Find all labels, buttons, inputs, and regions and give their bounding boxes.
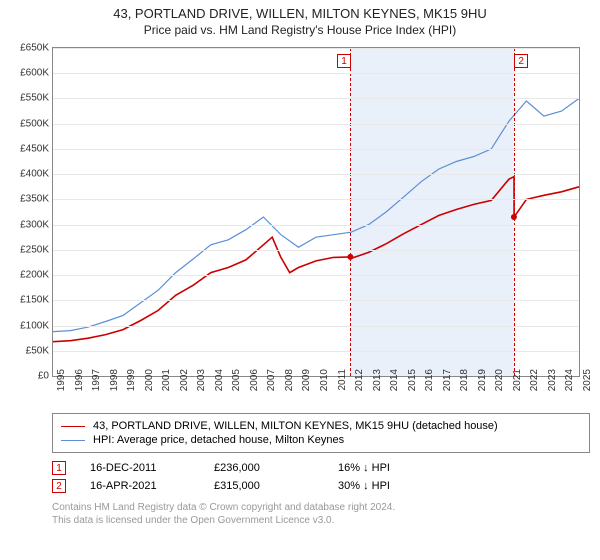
y-tick-label: £350K (7, 194, 49, 205)
event-line-1 (350, 48, 351, 376)
x-tick-label: 2022 (529, 369, 540, 391)
gridline (53, 225, 579, 226)
x-tick-label: 2003 (196, 369, 207, 391)
x-tick-label: 1995 (56, 369, 67, 391)
chart: £0 £50K £100K £150K £200K £250K £300K £350K £400… (10, 45, 590, 407)
key-date: 16-APR-2021 (90, 480, 190, 492)
gridline (53, 250, 579, 251)
legend-row: 43, PORTLAND DRIVE, WILLEN, MILTON KEYNE… (61, 420, 581, 432)
title-block: 43, PORTLAND DRIVE, WILLEN, MILTON KEYNE… (0, 0, 600, 37)
x-tick-label: 2005 (231, 369, 242, 391)
x-tick-label: 2009 (301, 369, 312, 391)
x-tick-label: 1997 (91, 369, 102, 391)
x-tick-label: 2012 (354, 369, 365, 391)
x-tick-label: 2008 (284, 369, 295, 391)
x-tick-label: 2004 (214, 369, 225, 391)
x-tick-label: 2001 (161, 369, 172, 391)
key-price: £236,000 (214, 462, 314, 474)
x-tick-label: 1999 (126, 369, 137, 391)
x-tick-label: 2019 (477, 369, 488, 391)
x-tick-label: 2000 (144, 369, 155, 391)
key-row: 2 16-APR-2021 £315,000 30% ↓ HPI (52, 479, 590, 493)
x-tick-label: 2021 (512, 369, 523, 391)
key-row: 1 16-DEC-2011 £236,000 16% ↓ HPI (52, 461, 590, 475)
y-tick-label: £300K (7, 219, 49, 230)
gridline (53, 149, 579, 150)
y-tick-label: £50K (7, 345, 49, 356)
x-tick-label: 2018 (459, 369, 470, 391)
x-tick-label: 2016 (424, 369, 435, 391)
y-tick-label: £450K (7, 143, 49, 154)
key-price: £315,000 (214, 480, 314, 492)
legend-label: 43, PORTLAND DRIVE, WILLEN, MILTON KEYNE… (93, 420, 498, 432)
x-tick-label: 2002 (179, 369, 190, 391)
key-delta: 30% ↓ HPI (338, 480, 438, 492)
gridline (53, 48, 579, 49)
series-line (53, 99, 579, 332)
x-tick-label: 2025 (582, 369, 593, 391)
title-sub: Price paid vs. HM Land Registry's House … (0, 23, 600, 37)
title-main: 43, PORTLAND DRIVE, WILLEN, MILTON KEYNE… (0, 6, 600, 21)
footer: Contains HM Land Registry data © Crown c… (52, 501, 590, 527)
legend-row: HPI: Average price, detached house, Milt… (61, 434, 581, 446)
x-tick-label: 2020 (494, 369, 505, 391)
x-tick-label: 2024 (564, 369, 575, 391)
plot-area: £0£50K£100K£150K£200K£250K£300K£350K£400… (52, 47, 580, 377)
y-tick-label: £200K (7, 270, 49, 281)
y-tick-label: £400K (7, 169, 49, 180)
x-tick-label: 1996 (74, 369, 85, 391)
footer-line2: This data is licensed under the Open Gov… (52, 514, 590, 527)
event-line-2 (514, 48, 515, 376)
gridline (53, 174, 579, 175)
legend-swatch (61, 440, 85, 441)
series-svg (53, 48, 579, 376)
y-tick-label: £500K (7, 118, 49, 129)
x-tick-label: 1998 (109, 369, 120, 391)
callout-2: 2 (514, 54, 528, 68)
callout-1: 1 (337, 54, 351, 68)
gridline (53, 351, 579, 352)
x-tick-label: 2010 (319, 369, 330, 391)
gridline (53, 98, 579, 99)
legend-swatch (61, 426, 85, 427)
x-tick-label: 2013 (372, 369, 383, 391)
y-tick-label: £550K (7, 93, 49, 104)
gridline (53, 275, 579, 276)
gridline (53, 300, 579, 301)
y-tick-label: £600K (7, 68, 49, 79)
key-marker: 2 (52, 479, 66, 493)
x-tick-label: 2006 (249, 369, 260, 391)
footer-line1: Contains HM Land Registry data © Crown c… (52, 501, 590, 514)
series-line (53, 177, 579, 342)
x-tick-label: 2015 (407, 369, 418, 391)
y-tick-label: £150K (7, 295, 49, 306)
y-tick-label: £250K (7, 244, 49, 255)
x-tick-label: 2007 (266, 369, 277, 391)
legend-label: HPI: Average price, detached house, Milt… (93, 434, 344, 446)
gridline (53, 199, 579, 200)
key-delta: 16% ↓ HPI (338, 462, 438, 474)
x-tick-label: 2017 (442, 369, 453, 391)
key-table: 1 16-DEC-2011 £236,000 16% ↓ HPI 2 16-APR-202… (52, 461, 590, 493)
y-tick-label: £0 (7, 371, 49, 382)
key-date: 16-DEC-2011 (90, 462, 190, 474)
gridline (53, 326, 579, 327)
x-tick-label: 2011 (337, 369, 348, 391)
x-tick-label: 2023 (547, 369, 558, 391)
legend: 43, PORTLAND DRIVE, WILLEN, MILTON KEYNE… (52, 413, 590, 453)
key-marker: 1 (52, 461, 66, 475)
gridline (53, 124, 579, 125)
x-tick-label: 2014 (389, 369, 400, 391)
y-tick-label: £100K (7, 320, 49, 331)
gridline (53, 73, 579, 74)
y-tick-label: £650K (7, 43, 49, 54)
